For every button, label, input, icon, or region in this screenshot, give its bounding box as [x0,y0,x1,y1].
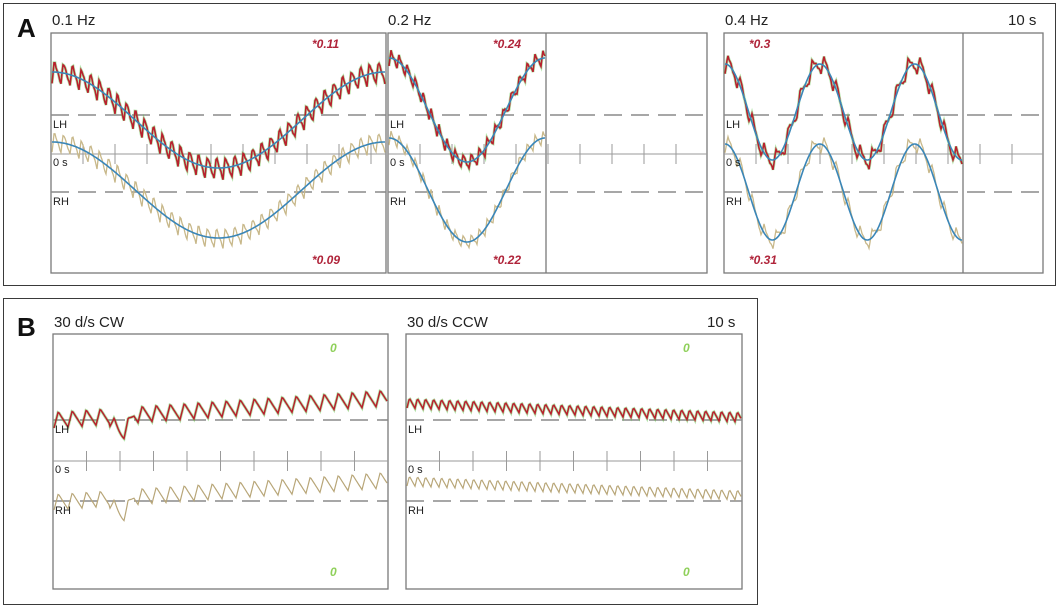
plot-frame [50,32,387,274]
zero-label: 0 s [408,464,423,476]
lh-eye-velocity-trace [724,55,963,171]
panel-a-plots [50,32,1044,274]
subplot-title-cw: 30 d/s CW [54,314,125,331]
rh-eye-velocity-trace [388,130,546,250]
lh-fit-curve [389,57,545,163]
panel-b [3,298,758,605]
subplot-title-ccw: 30 d/s CCW [407,314,488,331]
subplot-title-0.1hz: 0.1 Hz [52,12,96,29]
rh-eye-velocity-trace [724,134,963,251]
rh-gain-value: 0 [683,565,690,579]
lh-eye-velocity-trace [53,390,388,441]
lh-label: LH [408,424,422,436]
zero-label: 0 s [390,157,405,169]
lh-label: LH [390,119,404,131]
rh-eye-velocity-trace [53,472,388,522]
time-scale-label-b: 10 s [707,314,736,331]
lh-eye-velocity-trace [388,50,546,171]
zero-label: 0 s [55,464,70,476]
time-scale-label: 10 s [1008,12,1037,29]
rh-gain-value: *0.31 [749,253,777,267]
panel-b-letter: B [17,312,36,342]
rh-label: RH [55,505,71,517]
lh-gain-value: 0 [330,341,337,355]
rh-fit-curve [389,137,545,243]
rh-eye-velocity-trace [51,133,386,249]
rh-fit-curve [52,141,385,239]
rh-gain-value: 0 [330,565,337,579]
lh-gain-value: *0.3 [749,37,771,51]
rh-fit-curve [724,143,963,241]
rh-label: RH [726,196,742,208]
panel-a-letter: A [17,13,36,43]
rh-label: RH [53,196,69,208]
panel-b-plots [52,333,743,590]
lh-gain-value: 0 [683,341,690,355]
lh-label: LH [53,119,67,131]
rh-gain-value: *0.22 [493,253,521,267]
lh-label: LH [726,119,740,131]
lh-fit-curve [52,71,385,169]
rh-label: RH [390,196,406,208]
rh-label: RH [408,505,424,517]
lh-gain-value: *0.11 [312,37,339,51]
lh-eye-velocity-trace [406,398,742,424]
lh-label: LH [55,424,69,436]
subplot-title-0.4hz: 0.4 Hz [725,12,769,29]
zero-label: 0 s [726,157,741,169]
rh-eye-velocity-trace [406,476,742,502]
lh-eye-velocity-trace [51,61,386,180]
zero-label: 0 s [53,157,68,169]
plot-frame [387,32,708,274]
rh-gain-value: *0.09 [312,253,340,267]
subplot-title-0.2hz: 0.2 Hz [388,12,432,29]
plot-frame [723,32,1044,274]
lh-gain-value: *0.24 [493,37,521,51]
lh-fit-curve [724,63,963,161]
